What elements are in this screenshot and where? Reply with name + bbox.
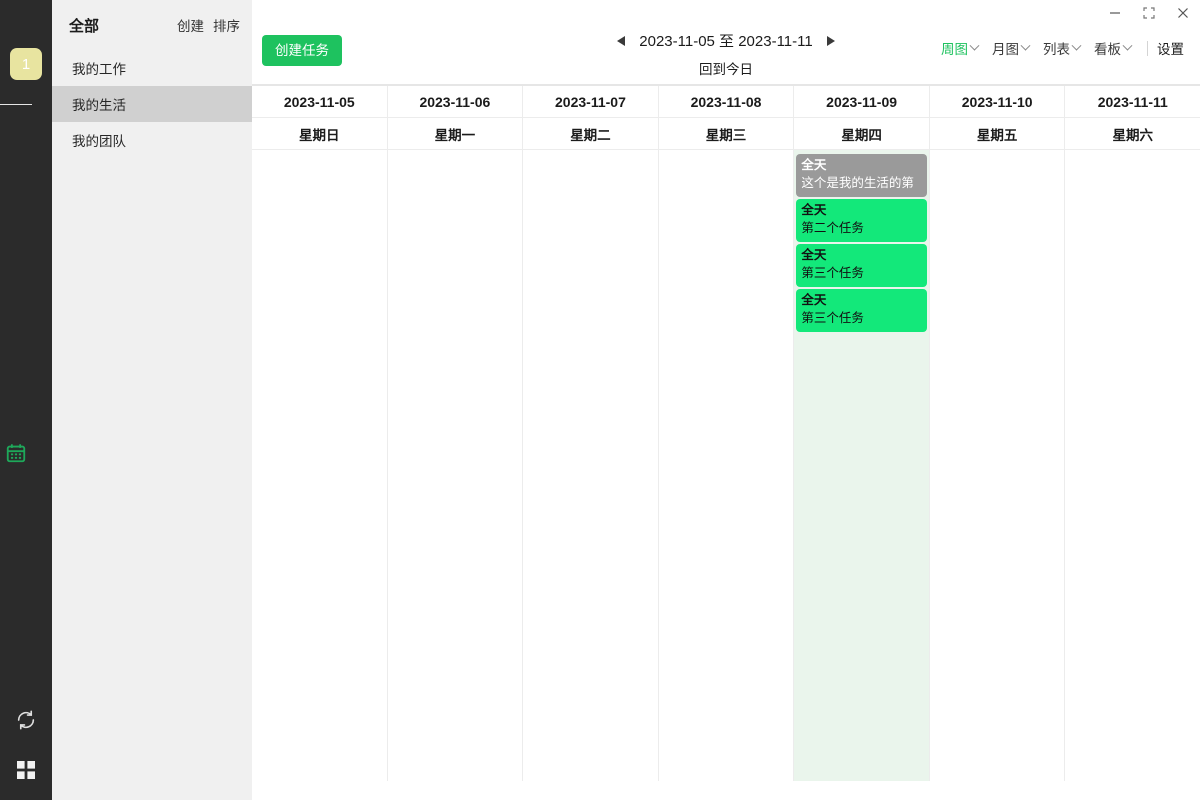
day-column[interactable]: 2023-11-06 星期一	[387, 86, 524, 781]
date-navigator: 2023-11-05 至 2023-11-11 回到今日	[252, 30, 1200, 78]
event-title: 第三个任务	[801, 266, 864, 280]
event-time: 全天	[801, 203, 827, 217]
sync-icon[interactable]	[10, 704, 42, 736]
list-item[interactable]: 我的团队	[52, 122, 252, 158]
day-column[interactable]: 2023-11-09 星期四 全天 这个是我的生活的第 全天 第二个任务 全天 第三个任务 全天…	[794, 86, 930, 781]
day-weekday-header: 星期二	[523, 118, 658, 150]
day-body[interactable]	[252, 150, 387, 781]
day-weekday-header: 星期三	[658, 118, 794, 150]
day-date-header: 2023-11-06	[387, 86, 523, 118]
chevron-down-icon	[1122, 40, 1133, 51]
day-body[interactable]	[523, 150, 658, 781]
event-title: 第二个任务	[801, 221, 864, 235]
minimize-icon[interactable]	[1098, 0, 1132, 26]
list-item-label: 我的工作	[72, 62, 126, 77]
day-weekday-header: 星期六	[1065, 118, 1200, 150]
view-option-list-label: 列表	[1043, 42, 1070, 57]
window-controls	[1098, 0, 1200, 26]
chevron-down-icon	[969, 40, 980, 51]
day-body[interactable]	[388, 150, 523, 781]
list-item[interactable]: 我的工作	[52, 50, 252, 86]
rail-bottom-group	[0, 704, 52, 786]
event-card[interactable]: 全天 第二个任务	[796, 199, 927, 242]
day-column[interactable]: 2023-11-10 星期五	[929, 86, 1066, 781]
avatar-label: 1	[21, 55, 31, 73]
avatar[interactable]: 1	[10, 48, 42, 80]
day-column[interactable]: 2023-11-08 星期三	[658, 86, 795, 781]
event-card[interactable]: 全天 第三个任务	[796, 289, 927, 332]
day-column[interactable]: 2023-11-07 星期二	[523, 86, 659, 781]
chevron-down-icon	[1071, 40, 1082, 51]
event-title: 这个是我的生活的第	[801, 176, 914, 190]
event-time: 全天	[801, 293, 827, 307]
day-weekday-header: 星期日	[252, 118, 387, 150]
day-body[interactable]: 全天 这个是我的生活的第 全天 第二个任务 全天 第三个任务 全天 第三个任务	[794, 150, 929, 781]
view-switcher: 周图 月图 列表 看板 设置	[934, 38, 1186, 58]
back-to-today-link[interactable]: 回到今日	[699, 62, 753, 77]
create-task-button[interactable]: 创建任务	[262, 35, 342, 66]
view-option-board[interactable]: 看板	[1087, 38, 1138, 58]
settings-link[interactable]: 设置	[1157, 42, 1184, 57]
week-calendar-grid: 2023-11-05 星期日 2023-11-06 星期一 2023-11-07 星期二 2…	[252, 85, 1200, 781]
list-item[interactable]: 我的生活	[52, 86, 252, 122]
day-weekday-header: 星期一	[387, 118, 523, 150]
project-list-items: 我的工作我的生活我的团队	[52, 50, 252, 158]
event-card[interactable]: 全天这个是我的生活的第	[796, 154, 927, 197]
project-list-header: 全部 创建 排序	[52, 0, 252, 50]
event-title: 第三个任务	[801, 311, 864, 325]
day-date-header: 2023-11-09	[794, 86, 929, 118]
day-date-header: 2023-11-08	[658, 86, 794, 118]
list-item-label: 我的团队	[72, 134, 126, 149]
project-list-panel: 全部 创建 排序 我的工作我的生活我的团队	[52, 0, 252, 800]
event-card[interactable]: 全天 第三个任务	[796, 244, 927, 287]
calendar-icon[interactable]	[0, 104, 32, 800]
day-date-header: 2023-11-07	[523, 86, 658, 118]
icon-rail: 1	[0, 0, 52, 800]
view-option-week-label: 周图	[941, 42, 968, 57]
event-time: 全天	[801, 158, 827, 172]
view-option-list[interactable]: 列表	[1036, 38, 1087, 58]
view-option-board-label: 看板	[1094, 42, 1121, 57]
view-option-month[interactable]: 月图	[985, 38, 1036, 58]
day-column[interactable]: 2023-11-05 星期日	[252, 86, 388, 781]
day-weekday-header: 星期四	[794, 118, 929, 150]
toolbar: 创建任务 2023-11-05 至 2023-11-11 回到今日 周图 月图	[252, 0, 1200, 85]
event-time: 全天	[801, 248, 827, 262]
next-week-arrow[interactable]	[826, 35, 835, 46]
day-date-header: 2023-11-10	[929, 86, 1065, 118]
chevron-down-icon	[1020, 40, 1031, 51]
day-date-header: 2023-11-05	[252, 86, 387, 118]
sort-link[interactable]: 排序	[213, 19, 240, 34]
close-icon[interactable]	[1166, 0, 1200, 26]
grid-icon[interactable]	[10, 754, 42, 786]
view-option-week[interactable]: 周图	[934, 38, 985, 58]
date-range-row: 2023-11-05 至 2023-11-11	[617, 30, 835, 51]
day-body[interactable]	[659, 150, 794, 781]
day-body[interactable]	[930, 150, 1065, 781]
project-list-actions: 创建 排序	[177, 15, 240, 35]
day-body[interactable]	[1065, 150, 1200, 781]
create-link[interactable]: 创建	[177, 19, 204, 34]
prev-week-arrow[interactable]	[617, 35, 626, 46]
day-date-header: 2023-11-11	[1065, 86, 1200, 118]
maximize-icon[interactable]	[1132, 0, 1166, 26]
view-option-month-label: 月图	[992, 42, 1019, 57]
main-area: 创建任务 2023-11-05 至 2023-11-11 回到今日 周图 月图	[252, 0, 1200, 800]
toolbar-divider	[1147, 40, 1148, 56]
day-column[interactable]: 2023-11-11 星期六	[1065, 86, 1200, 781]
project-list-title: 全部	[69, 17, 100, 35]
day-weekday-header: 星期五	[929, 118, 1065, 150]
list-item-label: 我的生活	[72, 98, 126, 113]
date-range-label: 2023-11-05 至 2023-11-11	[639, 33, 813, 50]
